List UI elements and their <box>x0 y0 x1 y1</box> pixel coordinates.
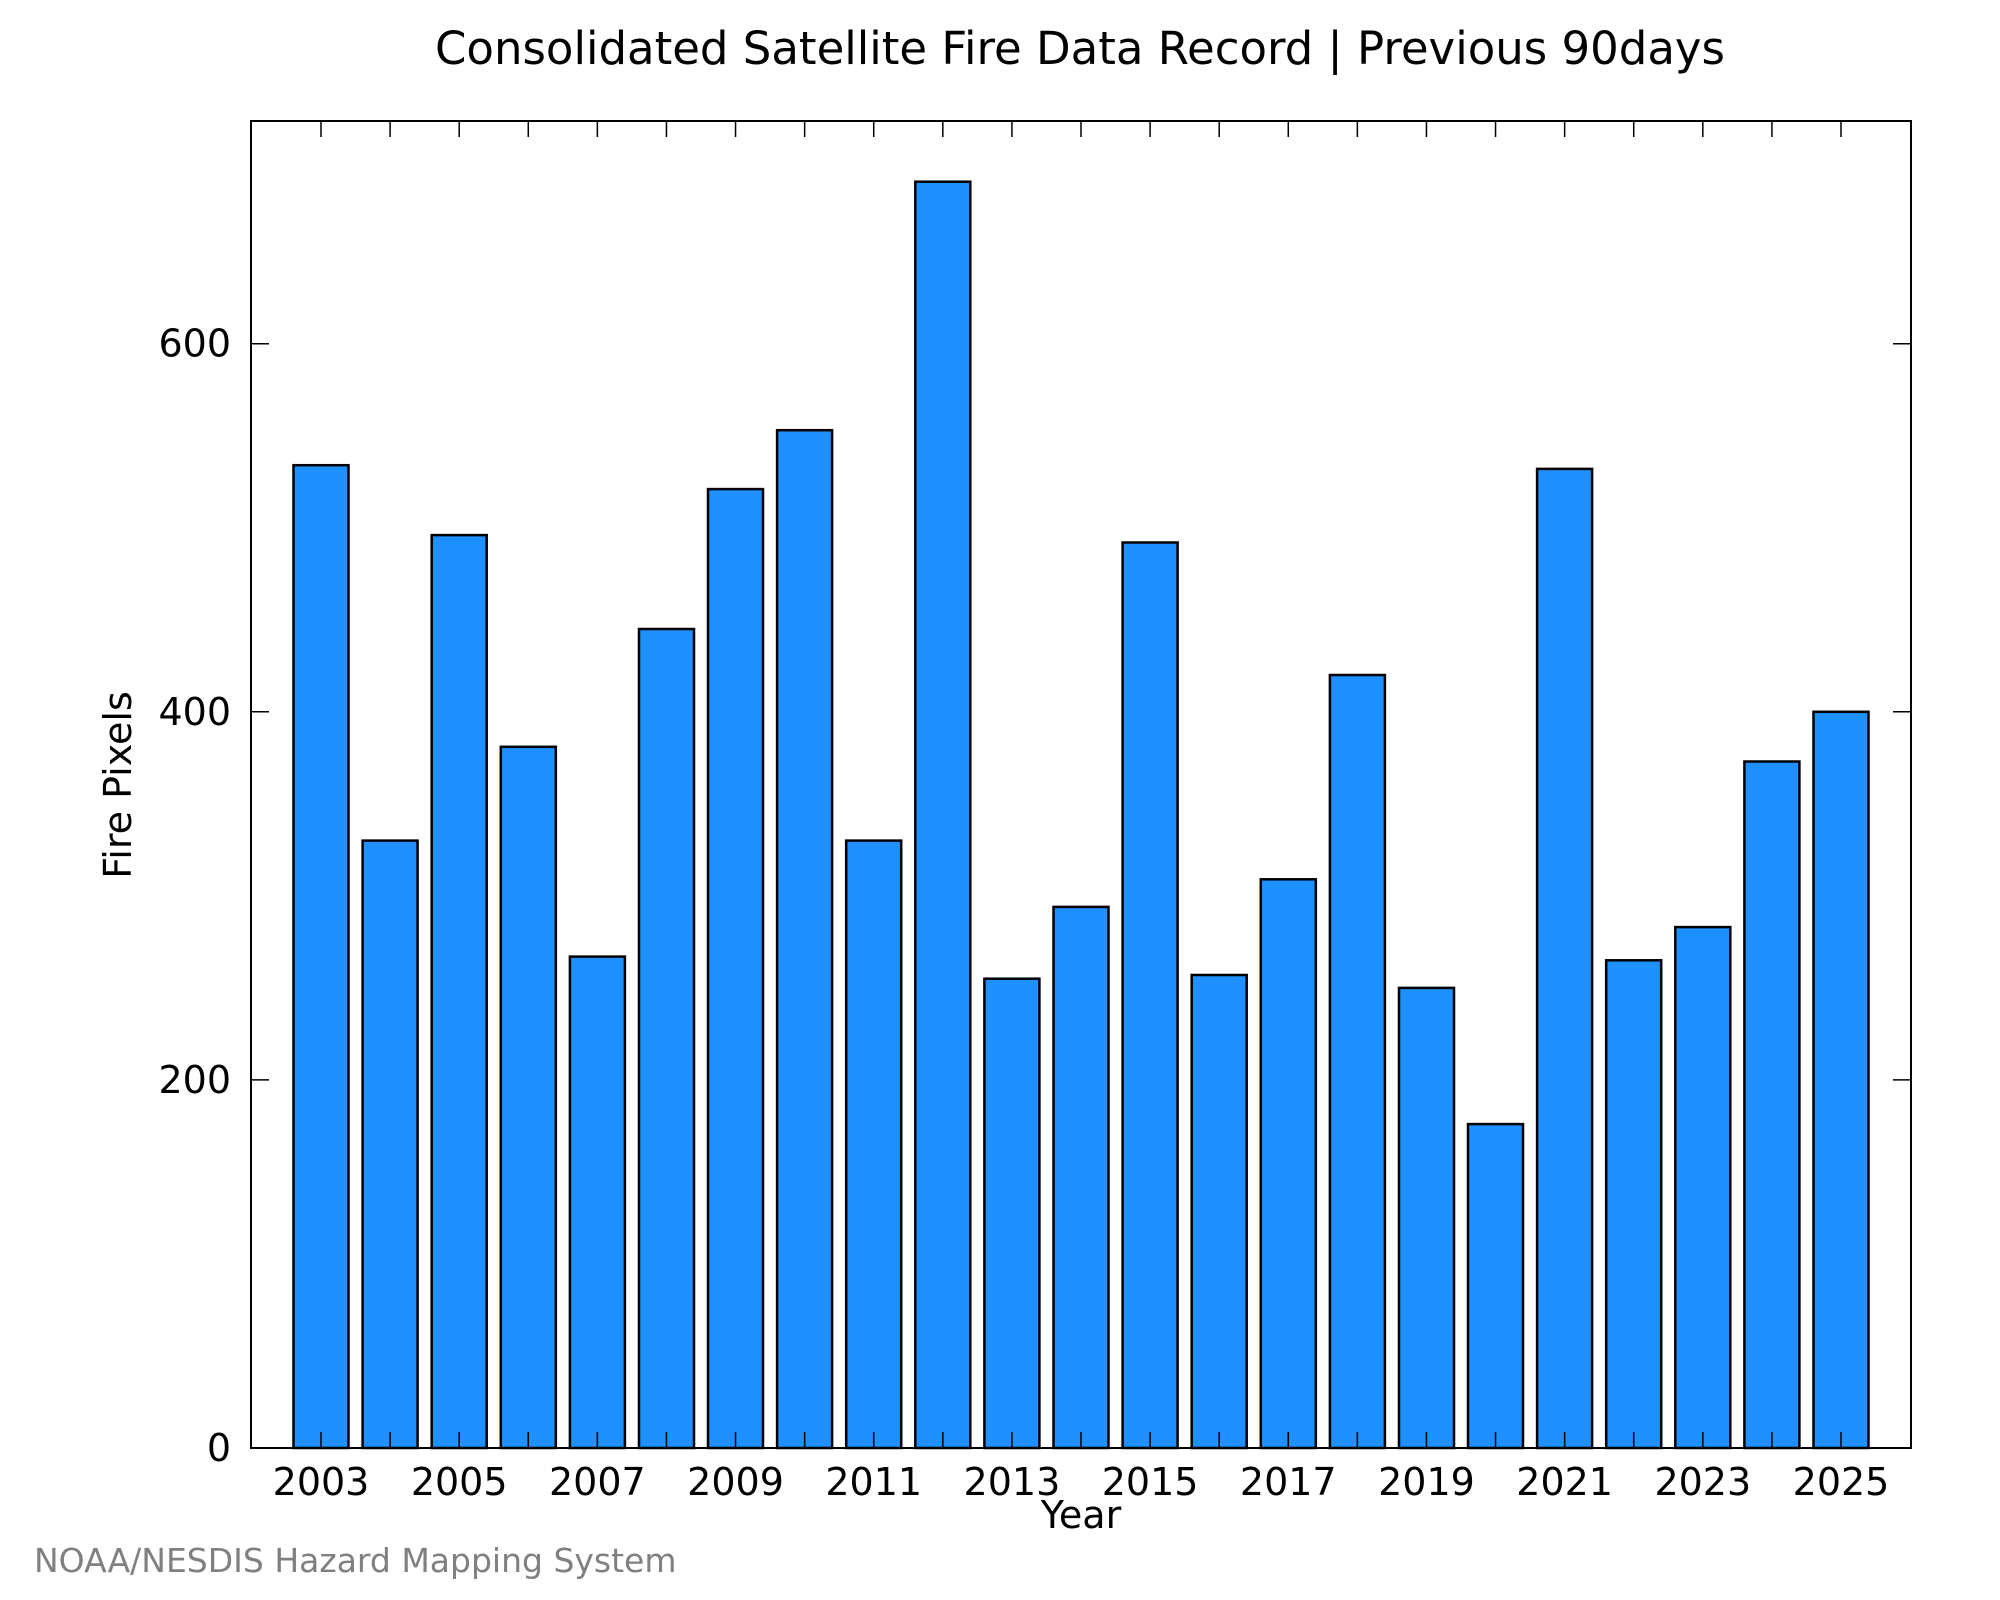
bar-2008 <box>637 627 696 1450</box>
bar-2023 <box>1674 925 1732 1450</box>
bar-2007 <box>568 955 627 1450</box>
y-tick-label-200: 200 <box>158 1058 231 1102</box>
credit-text: NOAA/NESDIS Hazard Mapping System <box>34 1541 677 1580</box>
bar-2004 <box>361 839 419 1450</box>
y-axis-label: Fire Pixels <box>96 691 140 879</box>
bar-2011 <box>844 839 903 1450</box>
bars-group <box>292 180 1870 1450</box>
bar-2006 <box>499 745 558 1450</box>
y-ticks-group: 0 200 400 600 <box>158 322 1911 1470</box>
x-tick-label-2019: 2019 <box>1378 1460 1475 1504</box>
bar-2013 <box>983 977 1041 1450</box>
bar-2003 <box>292 463 350 1450</box>
x-tick-label-2007: 2007 <box>549 1460 646 1504</box>
x-tick-label-2017: 2017 <box>1240 1460 1337 1504</box>
bar-2005 <box>430 533 488 1450</box>
x-tick-label-2005: 2005 <box>411 1460 508 1504</box>
bar-2009 <box>706 487 765 1450</box>
x-ticks-group: 2003 2005 2007 2009 2011 2013 2015 2017 2019 2021… <box>273 121 1890 1504</box>
bar-2024 <box>1743 760 1801 1450</box>
chart-title: Consolidated Satellite Fire Data Record … <box>435 22 1725 75</box>
bar-2015 <box>1121 541 1179 1450</box>
y-tick-label-0: 0 <box>207 1426 231 1470</box>
bar-2014 <box>1052 905 1110 1450</box>
bar-2025 <box>1812 710 1870 1450</box>
x-tick-label-2023: 2023 <box>1654 1460 1751 1504</box>
x-tick-label-2011: 2011 <box>825 1460 922 1504</box>
x-tick-label-2021: 2021 <box>1516 1460 1613 1504</box>
bar-2010 <box>775 428 834 1450</box>
x-tick-label-2013: 2013 <box>964 1460 1061 1504</box>
bar-2018 <box>1328 673 1387 1450</box>
bar-2017 <box>1259 878 1318 1450</box>
x-tick-label-2003: 2003 <box>273 1460 370 1504</box>
bar-2022 <box>1604 959 1663 1450</box>
bar-2021 <box>1535 467 1594 1450</box>
y-tick-label-400: 400 <box>158 690 231 734</box>
bar-2019 <box>1397 986 1456 1450</box>
bar-2012 <box>914 180 972 1450</box>
y-tick-label-600: 600 <box>158 322 231 366</box>
x-tick-label-2009: 2009 <box>687 1460 784 1504</box>
x-axis-label: Year <box>1040 1493 1122 1537</box>
x-tick-label-2025: 2025 <box>1793 1460 1890 1504</box>
bar-2016 <box>1190 973 1248 1450</box>
x-tick-label-2015: 2015 <box>1102 1460 1199 1504</box>
bar-2020 <box>1466 1122 1525 1450</box>
